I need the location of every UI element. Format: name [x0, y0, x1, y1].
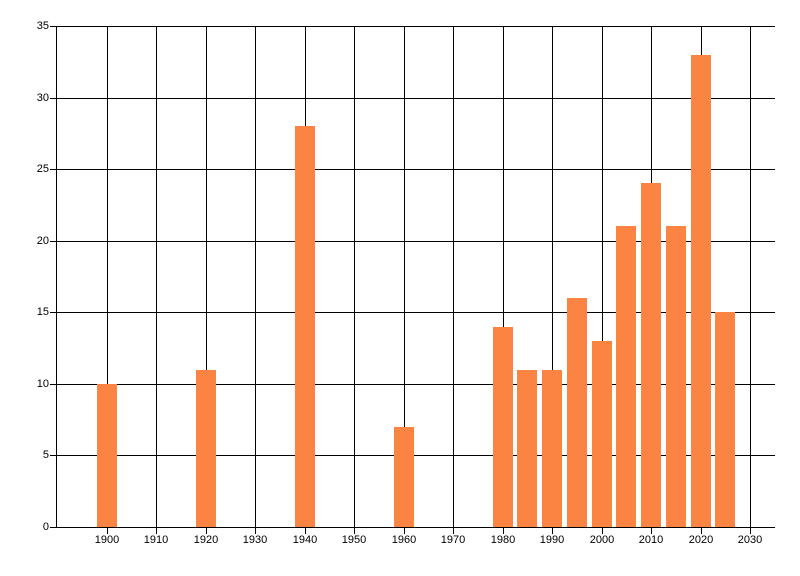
vertical-gridline	[156, 26, 157, 527]
x-axis-tick-label: 1930	[242, 534, 268, 546]
horizontal-gridline	[57, 312, 775, 313]
x-axis-tick-label: 1940	[292, 534, 318, 546]
y-axis-tick-label: 10	[36, 378, 49, 390]
horizontal-gridline	[57, 384, 775, 385]
vertical-gridline	[503, 26, 504, 527]
x-axis-tick	[404, 528, 405, 534]
horizontal-gridline	[57, 241, 775, 242]
y-axis-tick	[50, 241, 56, 242]
bar-1960	[394, 427, 414, 527]
y-axis-tick-label: 5	[42, 449, 49, 461]
y-axis-tick	[50, 26, 56, 27]
y-axis-tick	[50, 527, 56, 528]
x-axis-tick	[206, 528, 207, 534]
x-axis-tick	[156, 528, 157, 534]
y-axis-tick-label: 30	[36, 92, 49, 104]
bar-2025	[715, 312, 735, 527]
x-axis-tick-label: 1990	[539, 534, 565, 546]
bar-1985	[517, 370, 537, 527]
bar-1980	[493, 327, 513, 527]
x-axis-tick-label: 1980	[490, 534, 516, 546]
x-axis-tick	[552, 528, 553, 534]
y-axis-tick	[50, 455, 56, 456]
vertical-gridline	[107, 26, 108, 527]
vertical-gridline	[552, 26, 553, 527]
vertical-gridline	[750, 26, 751, 527]
horizontal-gridline	[57, 98, 775, 99]
bar-2005	[616, 226, 636, 527]
y-axis-tick-label: 35	[36, 20, 49, 32]
y-axis-tick	[50, 169, 56, 170]
x-axis-tick	[750, 528, 751, 534]
x-axis-tick	[305, 528, 306, 534]
x-axis-tick	[701, 528, 702, 534]
vertical-gridline	[206, 26, 207, 527]
bar-2015	[666, 226, 686, 527]
y-axis-tick-label: 15	[36, 306, 49, 318]
x-axis-tick-label: 1910	[143, 534, 169, 546]
y-axis-tick-label: 0	[42, 521, 49, 533]
y-axis-tick	[50, 384, 56, 385]
x-axis-tick	[255, 528, 256, 534]
x-axis-tick	[354, 528, 355, 534]
x-axis-tick	[107, 528, 108, 534]
vertical-gridline	[404, 26, 405, 527]
vertical-gridline	[354, 26, 355, 527]
bar-1920	[196, 370, 216, 527]
bar-1995	[567, 298, 587, 527]
vertical-gridline	[602, 26, 603, 527]
x-axis-tick-label: 2000	[589, 534, 615, 546]
x-axis-tick-label: 1900	[94, 534, 120, 546]
x-axis-tick	[602, 528, 603, 534]
bar-2020	[691, 55, 711, 527]
bar-1990	[542, 370, 562, 527]
x-axis-tick-label: 1960	[391, 534, 417, 546]
x-axis-tick-label: 1950	[341, 534, 367, 546]
bar-1940	[295, 126, 315, 527]
x-axis-tick-label: 1970	[440, 534, 466, 546]
y-axis-tick-label: 25	[36, 163, 49, 175]
y-axis-tick	[50, 98, 56, 99]
x-axis-tick	[453, 528, 454, 534]
vertical-gridline	[255, 26, 256, 527]
y-axis-tick	[50, 312, 56, 313]
horizontal-gridline	[57, 169, 775, 170]
bar-2000	[592, 341, 612, 527]
horizontal-gridline	[57, 26, 775, 27]
x-axis-tick	[503, 528, 504, 534]
x-axis-tick-label: 1920	[193, 534, 219, 546]
bar-2010	[641, 183, 661, 527]
bar-1900	[97, 384, 117, 527]
x-axis-tick-label: 2020	[688, 534, 714, 546]
x-axis-tick	[651, 528, 652, 534]
vertical-gridline	[453, 26, 454, 527]
x-axis-tick-label: 2010	[638, 534, 664, 546]
plot-area	[56, 26, 775, 528]
horizontal-gridline	[57, 455, 775, 456]
y-axis-tick-label: 20	[36, 235, 49, 247]
x-axis-tick-label: 2030	[737, 534, 763, 546]
